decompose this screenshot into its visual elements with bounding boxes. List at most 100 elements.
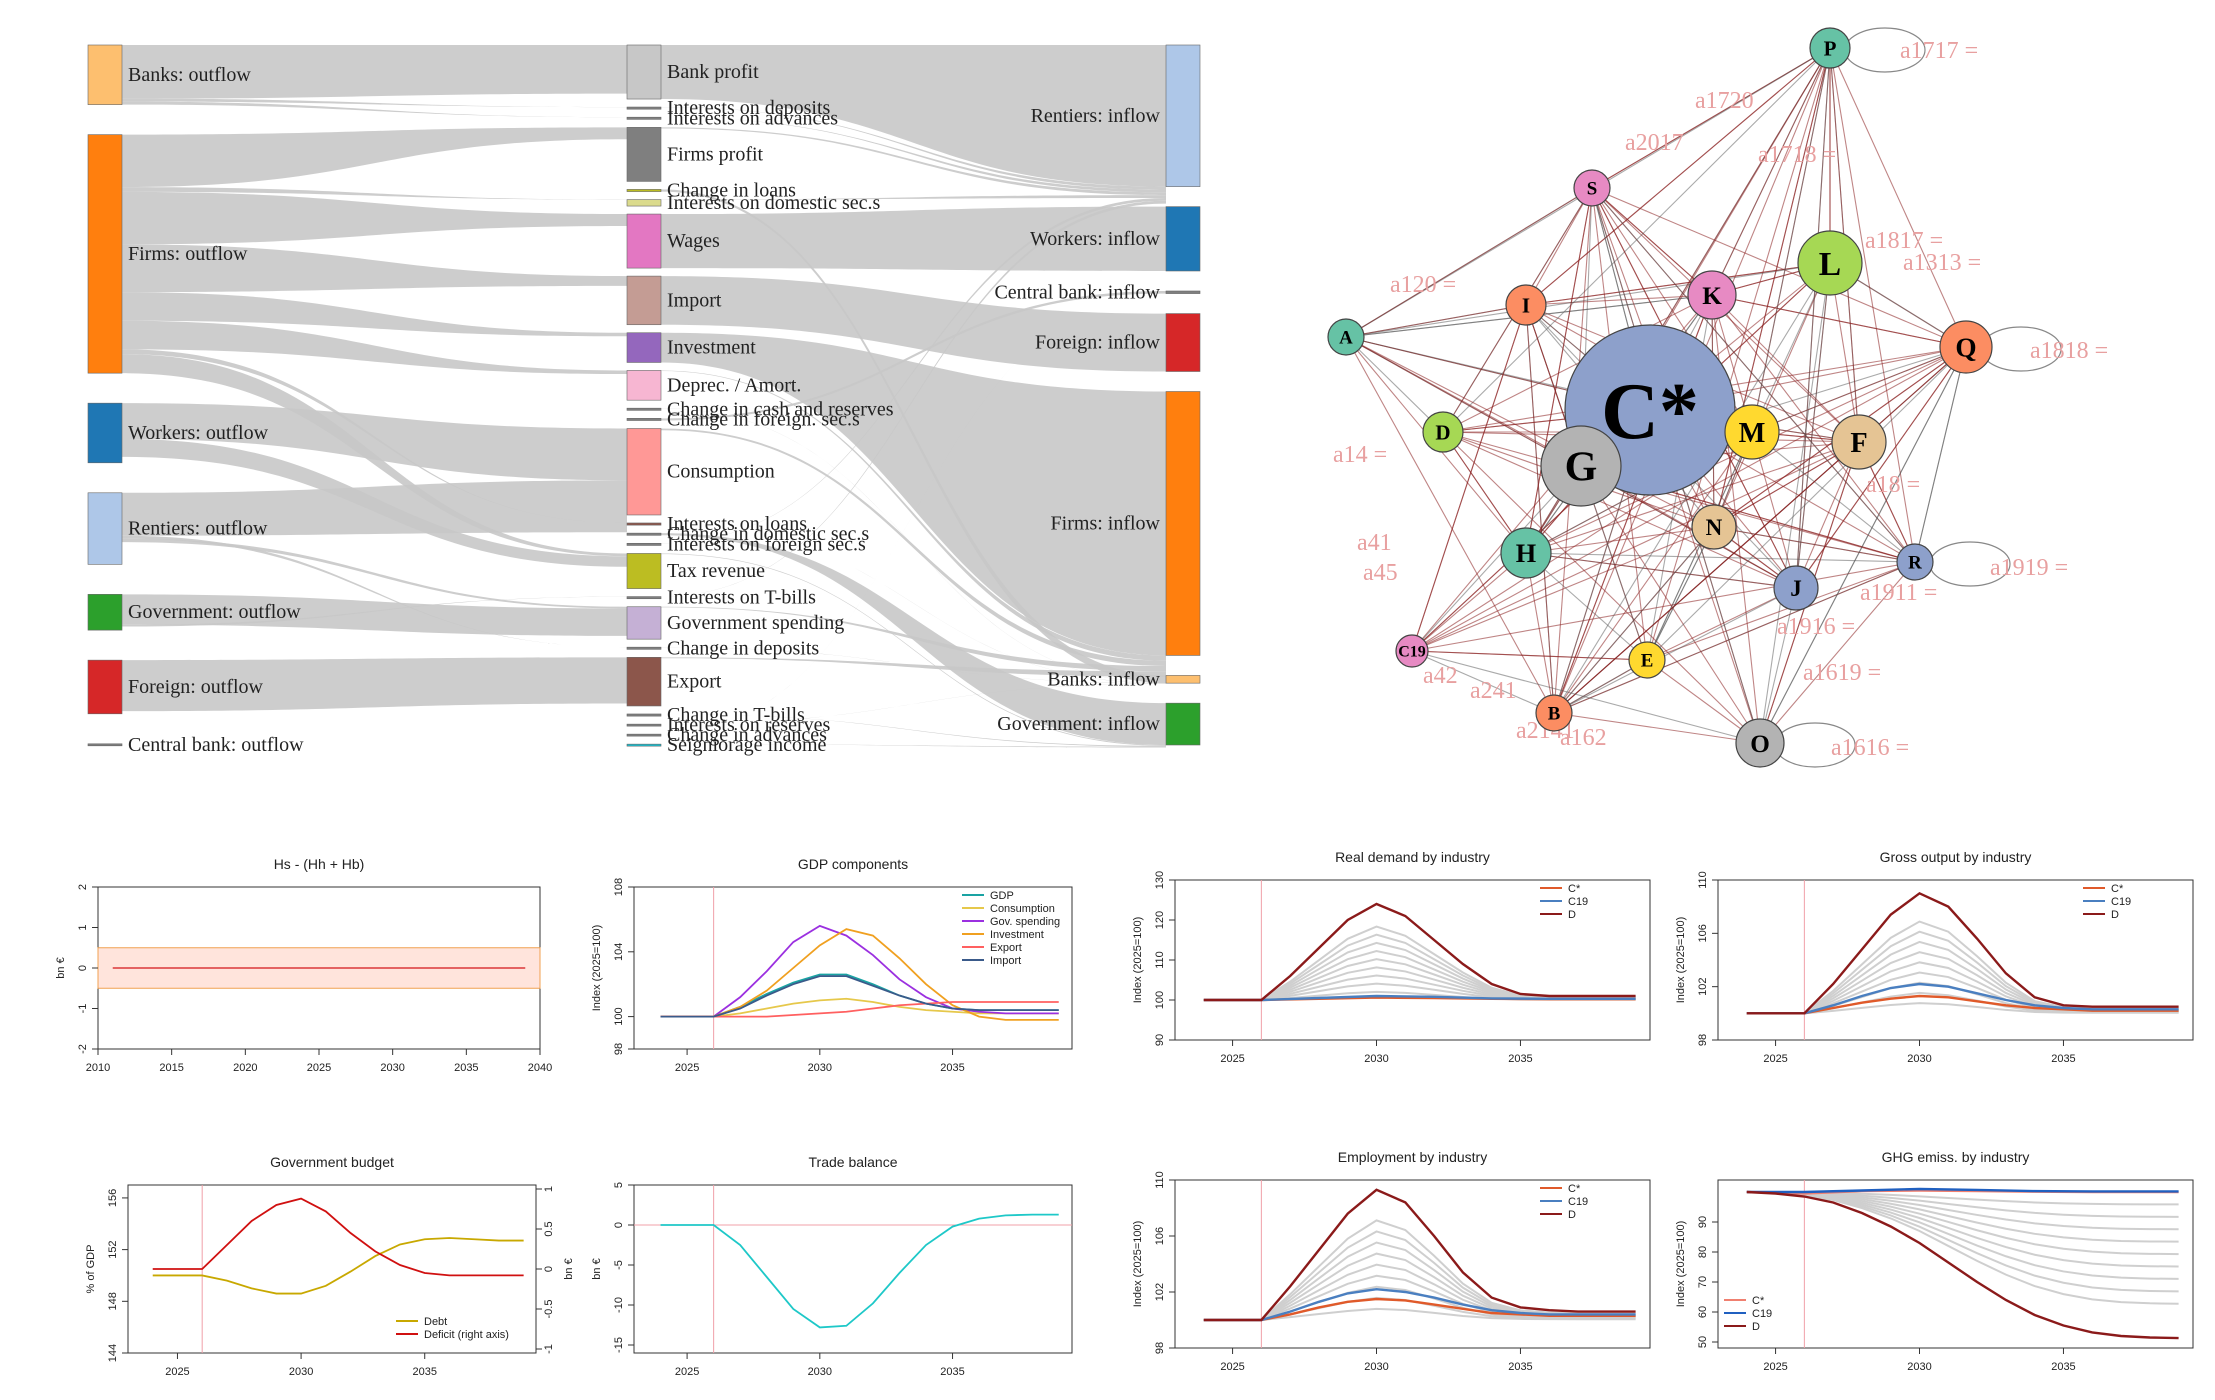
sankey-node-label: Change in foreign. sec.s: [667, 408, 860, 430]
chart-y2tick-label: -0.5: [543, 1300, 555, 1319]
sankey-node: [626, 542, 662, 546]
sankey-node: [626, 407, 662, 411]
chart-legend-label: C*: [2111, 883, 2124, 895]
sankey-node: [626, 116, 662, 120]
sankey-node-label: Investment: [667, 337, 756, 359]
network-edge: [1591, 187, 1967, 348]
sankey-node-label: Interests on foreign sec.s: [667, 533, 866, 555]
network-edge: [1345, 336, 1444, 433]
sankey-node: [1165, 391, 1201, 656]
network-node: [1809, 27, 1851, 69]
chart-panel: Gross output by industry 2025 2030 2035 98 10…: [1675, 849, 2194, 1065]
sankey-node-label: Interests on domestic sec.s: [667, 192, 880, 214]
network-node: [1724, 404, 1780, 460]
network-graph: a1717 = a1720 a2017 a1718 = a1817 =a1313 = a1…: [1327, 27, 2108, 768]
network-edge-label: a45: [1363, 560, 1398, 586]
sankey-node: [626, 522, 662, 526]
sankey-node: [626, 106, 662, 110]
chart-ytick-label: 106: [1154, 1227, 1166, 1245]
chart-ytick-label: 152: [107, 1240, 119, 1258]
chart-ytick-label: 70: [1697, 1276, 1709, 1288]
chart-legend-label: C*: [1568, 1183, 1581, 1195]
network-edge: [1553, 587, 1797, 714]
network-edge: [1525, 187, 1593, 554]
sankey-link: [661, 195, 1166, 200]
chart-frame: [1717, 879, 2194, 1041]
network-edge-label: a1718 =: [1758, 142, 1836, 168]
chart-xtick-label: 2030: [289, 1366, 313, 1378]
sankey-link: [661, 127, 1166, 196]
chart-series-line: [1203, 994, 1636, 1002]
chart-legend-label: D: [1752, 1321, 1760, 1333]
chart-series-line: [660, 924, 1059, 1018]
chart-panel: Real demand by industry 2025 2030 2035 90 100…: [1132, 849, 1651, 1065]
chart-xtick-label: 2030: [808, 1062, 832, 1074]
sankey-link: [661, 744, 1166, 748]
chart-legend-label: Import: [990, 955, 1021, 967]
chart-ylabel: Index (2025=100): [1675, 917, 1687, 1004]
sankey-node-label: Deprec. / Amort.: [667, 374, 801, 396]
network-edge: [1751, 431, 1916, 563]
chart-ytick-label: 100: [613, 1007, 625, 1025]
network-edge: [1525, 262, 1831, 306]
network-node-label: E: [1641, 651, 1654, 672]
chart-ytick-label: 2: [77, 884, 89, 890]
sankey-link: [661, 290, 1166, 421]
chart-xtick-label: 2030: [1364, 1361, 1388, 1373]
sankey-node: [626, 646, 662, 650]
chart-legend-label: C19: [1568, 896, 1588, 908]
sankey-link: [122, 538, 627, 609]
network-edge: [1711, 294, 1860, 443]
sankey-link: [661, 713, 1166, 747]
network-edge: [1345, 187, 1593, 338]
network-node-label: A: [1339, 328, 1353, 349]
chart-legend-label: C*: [1752, 1295, 1765, 1307]
network-node: [1896, 543, 1934, 581]
chart-ytick-label: 90: [1154, 1034, 1166, 1046]
network-edge: [1345, 336, 1555, 714]
chart-xtick-label: 2025: [1763, 1361, 1787, 1373]
network-node-label: M: [1739, 418, 1766, 449]
chart-legend-label: C*: [1568, 883, 1581, 895]
sankey-link: [122, 403, 627, 481]
chart-xtick-label: 2025: [675, 1366, 699, 1378]
network-node: [1327, 318, 1365, 356]
sankey-link: [661, 332, 1166, 656]
network-edge: [1411, 650, 1555, 714]
network-edge: [1442, 431, 1797, 589]
chart-xtick-label: 2030: [1907, 1053, 1931, 1065]
chart-background-series: [1746, 1191, 2179, 1305]
sankey-node: [626, 723, 662, 727]
sankey-node: [626, 418, 662, 421]
chart-series-line: [1746, 1187, 2179, 1194]
network-edge: [1525, 552, 1916, 563]
chart-panels: Hs - (Hh + Hb)2010 2015 2020 2025 2030 2035 20…: [55, 849, 2194, 1378]
network-edge-label: a162: [1560, 725, 1607, 751]
sankey-node-label: Rentiers: outflow: [128, 518, 268, 540]
chart-ytick-label: 50: [1697, 1336, 1709, 1348]
network-edge: [1411, 561, 1916, 652]
sankey-node-label: Workers: outflow: [128, 422, 269, 444]
chart-ylabel: Index (2025=100): [1132, 1221, 1144, 1308]
chart-title: Gross output by industry: [1880, 849, 2032, 865]
network-node-label: R: [1908, 553, 1922, 574]
chart-ytick-label: 0: [613, 1222, 625, 1228]
sankey-link: [661, 657, 1166, 677]
network-edge: [1525, 304, 1555, 714]
sankey-node-label: Interests on T-bills: [667, 587, 816, 609]
network-node: [1831, 414, 1887, 470]
chart-ytick-label: -1: [77, 1004, 89, 1014]
network-edge: [1914, 346, 1967, 563]
network-edge-label: a1717 =: [1900, 38, 1978, 64]
chart-legend-label: C19: [1568, 1196, 1588, 1208]
chart-xtick-label: 2030: [1907, 1361, 1931, 1373]
sankey-node: [87, 44, 123, 105]
chart-ytick-label: -2: [77, 1044, 89, 1054]
sankey-node-label: Central bank: outflow: [128, 734, 304, 756]
sankey-node: [626, 596, 662, 600]
chart-series-line: [1203, 1287, 1636, 1322]
network-edge: [1525, 552, 1648, 661]
chart-ytick-label: 144: [107, 1344, 119, 1362]
chart-ytick-label: 98: [1154, 1342, 1166, 1354]
sankey-node: [626, 733, 662, 737]
